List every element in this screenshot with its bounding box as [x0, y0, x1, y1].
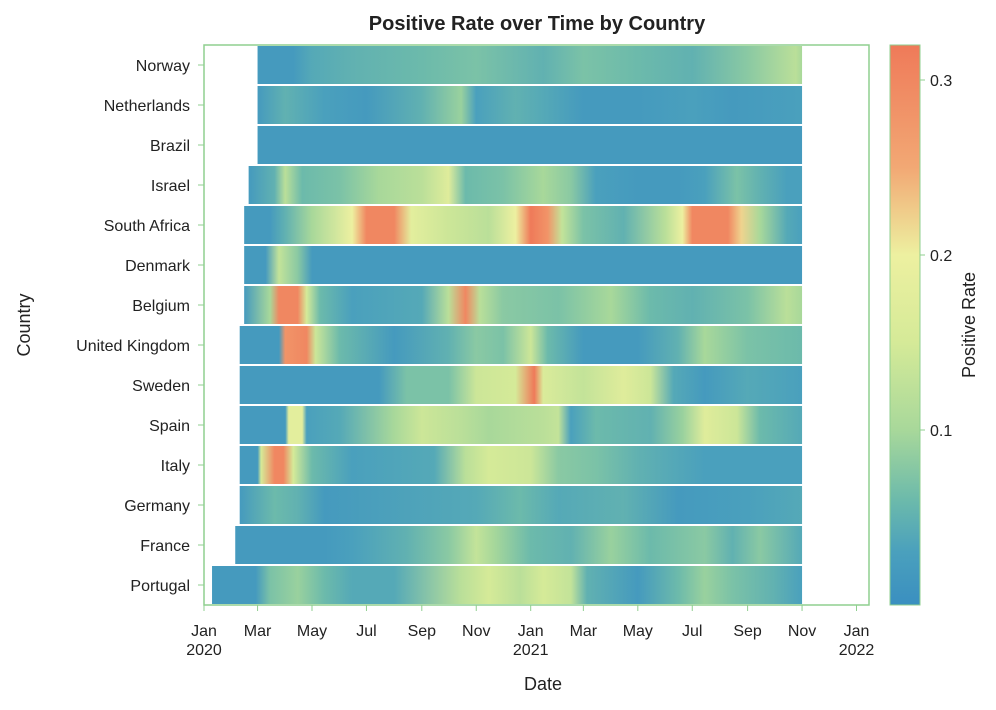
- y-axis: Norway Netherlands Brazil Israel South Afric…: [76, 58, 204, 595]
- heatmap-row-france: [235, 526, 803, 564]
- x-tick-label: Nov: [462, 623, 490, 640]
- y-tick-label: France: [140, 538, 190, 555]
- plot-frame: [203, 44, 870, 606]
- y-tick-label: Brazil: [150, 138, 190, 155]
- y-tick-label: Belgium: [132, 298, 190, 315]
- colorbar-frame: [889, 44, 921, 606]
- y-axis-label: Country: [14, 293, 34, 356]
- x-tick-label: Nov: [788, 623, 816, 640]
- colorbar-tick-label: 0.1: [930, 423, 952, 440]
- x-axis: Jan 2020 Mar May Jul Sep Nov Jan 2021 Mar May Jul Se…: [186, 605, 874, 659]
- heatmap-row-spain: [239, 406, 803, 444]
- colorbar-label: Positive Rate: [959, 272, 979, 378]
- heatmap-row-germany: [239, 486, 803, 524]
- colorbar-tick-label: 0.3: [930, 73, 952, 90]
- x-tick-label: May: [297, 623, 327, 640]
- x-tick-label: Mar: [570, 623, 598, 640]
- colorbar-tick-label: 0.2: [930, 248, 952, 265]
- y-tick-label: Portugal: [130, 578, 190, 595]
- heatmap-row-portugal: [212, 566, 803, 604]
- y-tick-label: Spain: [149, 418, 190, 435]
- x-tick-label: Jan: [518, 623, 544, 640]
- heatmap-row-brazil: [257, 126, 803, 164]
- heatmap-row-netherlands: [257, 86, 803, 124]
- y-tick-label: Italy: [161, 458, 190, 475]
- colorbar-gradient: [890, 45, 920, 605]
- heatmap-row-sweden: [239, 366, 803, 404]
- y-tick-label: Germany: [124, 498, 190, 515]
- x-tick-label: Jan: [191, 623, 217, 640]
- x-tick-year-label: 2021: [513, 642, 549, 659]
- heatmap-row-israel: [248, 166, 803, 204]
- heatmap-row-norway: [257, 46, 803, 84]
- x-tick-label: May: [623, 623, 653, 640]
- x-axis-label: Date: [524, 674, 562, 694]
- x-tick-label: Jul: [356, 623, 376, 640]
- y-tick-label: Sweden: [132, 378, 190, 395]
- x-tick-label: Jan: [844, 623, 870, 640]
- y-tick-label: Israel: [151, 178, 190, 195]
- chart-title: Positive Rate over Time by Country: [369, 13, 706, 35]
- heatmap-rows: [212, 46, 803, 604]
- heatmap-row-united-kingdom: [239, 326, 803, 364]
- heatmap-row-denmark: [244, 246, 803, 284]
- x-tick-year-label: 2020: [186, 642, 222, 659]
- heatmap-row-belgium: [244, 286, 803, 324]
- y-tick-label: Norway: [136, 58, 190, 75]
- x-tick-label: Sep: [733, 623, 762, 640]
- colorbar-ticks: 0.1 0.2 0.3: [920, 73, 952, 440]
- heatmap-row-italy: [239, 446, 803, 484]
- y-tick-label: Netherlands: [104, 98, 190, 115]
- x-tick-year-label: 2022: [839, 642, 875, 659]
- colorbar: 0.1 0.2 0.3 Positive Rate: [889, 44, 979, 606]
- y-tick-label: United Kingdom: [76, 338, 190, 355]
- x-tick-label: Sep: [408, 623, 437, 640]
- y-tick-label: South Africa: [104, 218, 190, 235]
- x-tick-label: Jul: [682, 623, 702, 640]
- x-tick-label: Mar: [244, 623, 272, 640]
- heatmap-row-south-africa: [244, 206, 803, 244]
- y-tick-label: Denmark: [125, 258, 191, 275]
